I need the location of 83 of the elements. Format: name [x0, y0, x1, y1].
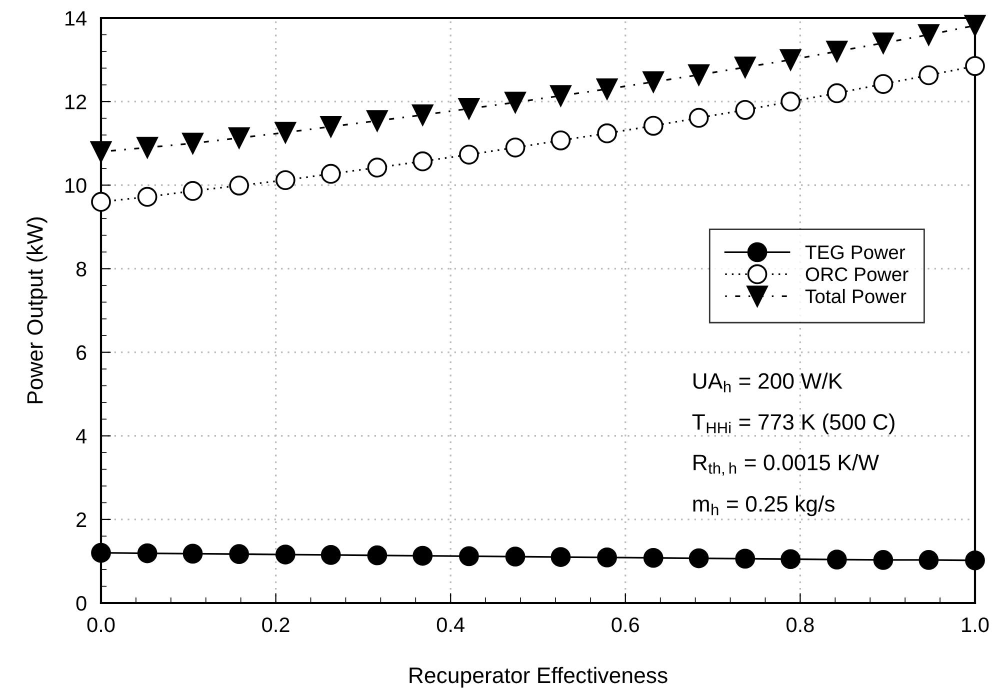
annotation: UA$_{h}$ = 200 W/K — [694, 372, 842, 392]
point — [826, 550, 847, 570]
x-tick-label: 1.0 — [962, 617, 989, 632]
point — [504, 92, 526, 114]
point — [137, 543, 158, 564]
point — [873, 74, 894, 94]
x-tick-label: 0.2 — [262, 617, 290, 632]
y-tick-label: 8 — [76, 262, 86, 276]
y-tick-label: 6 — [76, 345, 86, 360]
point — [505, 138, 526, 158]
point — [596, 78, 618, 100]
point — [182, 181, 203, 201]
point — [873, 550, 894, 570]
point — [182, 544, 203, 564]
point — [597, 123, 617, 144]
point — [643, 548, 664, 568]
point — [275, 170, 296, 190]
point — [274, 122, 296, 144]
point — [137, 186, 158, 207]
x-tick-label: 0.6 — [612, 617, 639, 632]
point — [367, 158, 388, 178]
point — [320, 545, 341, 565]
point — [643, 116, 664, 136]
point — [872, 32, 894, 54]
point — [412, 546, 433, 566]
y-tick-label: 12 — [66, 94, 86, 110]
point — [136, 136, 158, 158]
annotation: m$_{h}$ = 0.25 kg/s — [693, 495, 834, 516]
point — [688, 64, 710, 86]
point — [275, 544, 296, 564]
point — [228, 127, 250, 149]
point — [735, 548, 756, 569]
point — [826, 40, 848, 62]
point — [412, 151, 433, 172]
point — [780, 49, 802, 70]
point — [550, 547, 571, 567]
y-tick-label: 2 — [76, 512, 86, 527]
legend-label: Total Power — [805, 288, 906, 304]
point — [229, 176, 250, 196]
annotation: R$_{th,h}$ = 0.0015 K/W — [694, 454, 880, 476]
point — [918, 24, 940, 46]
point — [90, 141, 112, 162]
point — [918, 550, 939, 570]
x-tick-label: 0.8 — [786, 617, 814, 632]
point — [182, 132, 204, 154]
point — [366, 110, 388, 132]
x-tick-label: 0.4 — [436, 617, 464, 632]
legend-label: ORC Power — [806, 267, 908, 282]
point — [458, 98, 480, 120]
legend-label: TEG Power — [805, 245, 906, 260]
point — [459, 144, 479, 165]
y-tick-label: 10 — [66, 178, 86, 193]
point — [642, 71, 664, 93]
point — [918, 65, 939, 86]
point — [91, 192, 111, 212]
y-tick-label: 14 — [66, 11, 87, 26]
point — [550, 130, 571, 150]
point — [826, 83, 847, 104]
point — [459, 546, 479, 566]
point — [688, 548, 709, 568]
point — [505, 546, 526, 567]
point — [688, 108, 709, 128]
point — [965, 56, 985, 76]
point — [550, 85, 572, 106]
point — [735, 100, 756, 120]
annotation: T$_{HHi}$ = 773 K (500 C) — [692, 414, 894, 434]
x-axis-title: Recuperator Effectiveness — [410, 666, 668, 688]
point — [597, 548, 617, 568]
point — [780, 549, 801, 570]
x-tick-label: 0.0 — [87, 617, 115, 632]
y-tick-label: 4 — [76, 429, 86, 444]
point — [367, 545, 388, 566]
point — [320, 116, 342, 138]
point — [412, 104, 434, 126]
point — [91, 542, 111, 563]
point — [964, 14, 986, 36]
point — [780, 92, 801, 112]
point — [320, 164, 341, 184]
point — [965, 550, 985, 570]
point — [734, 56, 756, 78]
y-axis-title: Power Output (kW) — [26, 217, 48, 404]
y-tick-label: 0 — [76, 596, 86, 611]
point — [229, 544, 250, 564]
